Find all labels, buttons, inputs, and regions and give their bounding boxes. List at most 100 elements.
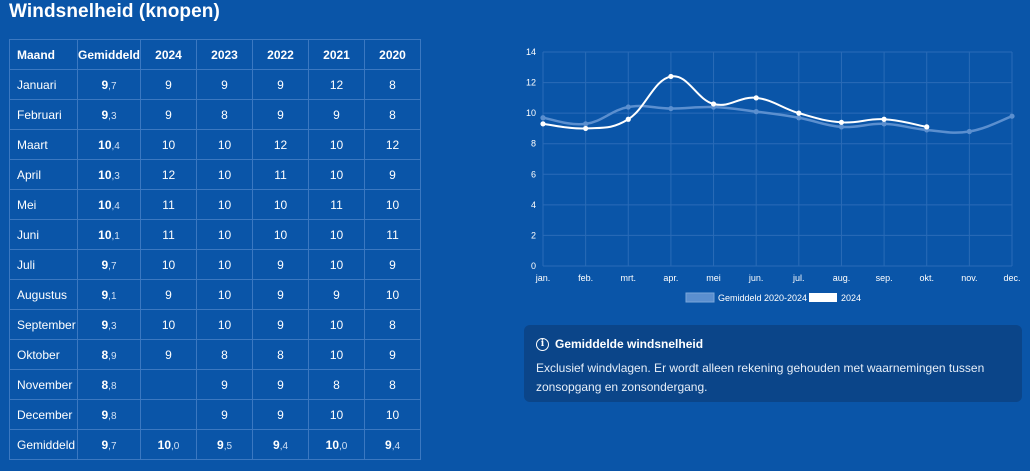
table-header-row: Maand Gemiddeld 2024 2023 2022 2021 2020 (9, 39, 422, 70)
value-cell-2020: 10 (364, 189, 422, 220)
average-cell: 8,9 (76, 339, 142, 370)
column-header-average: Gemiddeld (76, 39, 142, 70)
table-row: Juli 9,7 10 10 9 10 9 (9, 249, 422, 280)
info-title: Gemiddelde windsnelheid (555, 337, 704, 351)
column-header-2024: 2024 (140, 39, 198, 70)
value-cell-2024: 9 (140, 69, 198, 100)
value-cell-2022: 8 (252, 339, 310, 370)
value-cell-2021: 9 (308, 99, 366, 130)
table-row: Februari 9,3 9 8 9 9 8 (9, 99, 422, 130)
data-point-2024 (838, 119, 845, 125)
month-cell: November (9, 369, 78, 400)
data-point-2024 (583, 125, 589, 132)
data-point-2024 (796, 110, 802, 116)
value-cell-2022: 9 (252, 309, 310, 340)
average-cell: 10,4 (76, 189, 142, 220)
value-cell-2021: 10 (308, 159, 366, 190)
y-tick-label: 14 (526, 47, 536, 57)
x-tick-label: apr. (663, 273, 678, 283)
data-point-average (753, 109, 759, 115)
value-cell-2023: 10 (196, 219, 254, 250)
wind-speed-table: Maand Gemiddeld 2024 2023 2022 2021 2020… (9, 39, 422, 460)
value-cell-2020: 8 (364, 99, 422, 130)
value-cell-2021: 9 (308, 279, 366, 310)
footer-2021-cell: 10,0 (308, 429, 366, 460)
value-cell-2023: 10 (196, 249, 254, 280)
data-point-average (796, 115, 802, 121)
average-cell: 10,1 (76, 219, 142, 250)
value-cell-2022: 9 (252, 369, 310, 400)
info-panel: i Gemiddelde windsnelheid Exclusief wind… (524, 325, 1022, 402)
value-cell-2024: 11 (140, 219, 198, 250)
value-cell-2024: 9 (140, 339, 198, 370)
x-tick-label: jul. (792, 273, 805, 283)
value-cell-2021: 10 (308, 129, 366, 160)
footer-2022-cell: 9,4 (252, 429, 310, 460)
table-row: Augustus 9,1 9 10 9 9 10 (9, 279, 422, 310)
data-point-2024 (540, 121, 546, 127)
average-cell: 9,3 (76, 309, 142, 340)
value-cell-2021: 10 (308, 399, 366, 430)
value-cell-2020: 9 (364, 339, 422, 370)
column-header-2021: 2021 (308, 39, 366, 70)
value-cell-2020: 10 (364, 399, 422, 430)
x-tick-label: mrt. (621, 273, 637, 283)
footer-2023-cell: 9,5 (196, 429, 254, 460)
y-tick-label: 10 (526, 108, 536, 118)
value-cell-2020: 10 (364, 279, 422, 310)
value-cell-2023: 10 (196, 129, 254, 160)
x-tick-label: okt. (919, 273, 934, 283)
data-point-average (838, 124, 845, 130)
month-cell: September (9, 309, 78, 340)
table-row: Juni 10,1 11 10 10 10 11 (9, 219, 422, 250)
month-cell: Juli (9, 249, 78, 280)
x-tick-label: jan. (535, 273, 551, 283)
value-cell-2022: 9 (252, 249, 310, 280)
x-tick-label: feb. (578, 273, 593, 283)
data-point-average (668, 105, 674, 112)
legend-label-average: Gemiddeld 2020-2024 (718, 293, 807, 303)
value-cell-2024: 12 (140, 159, 198, 190)
data-point-average (540, 115, 546, 121)
x-tick-label: dec. (1003, 273, 1020, 283)
value-cell-2023: 9 (196, 369, 254, 400)
value-cell-2020: 9 (364, 159, 422, 190)
legend-swatch-average (685, 292, 715, 303)
value-cell-2020: 9 (364, 249, 422, 280)
table-row: Mei 10,4 11 10 10 11 10 (9, 189, 422, 220)
value-cell-2024: 10 (140, 309, 198, 340)
column-header-2023: 2023 (196, 39, 254, 70)
month-cell: April (9, 159, 78, 190)
column-header-month: Maand (9, 39, 78, 70)
y-tick-label: 12 (526, 78, 536, 88)
y-tick-label: 0 (531, 261, 536, 271)
value-cell-2021: 10 (308, 309, 366, 340)
value-cell-2024: 10 (140, 249, 198, 280)
data-point-2024 (668, 73, 674, 80)
value-cell-2022: 9 (252, 99, 310, 130)
info-icon: i (536, 337, 549, 351)
value-cell-2023: 10 (196, 309, 254, 340)
value-cell-2020: 8 (364, 369, 422, 400)
value-cell-2023: 10 (196, 159, 254, 190)
column-header-2020: 2020 (364, 39, 422, 70)
data-point-2024 (753, 95, 759, 101)
x-tick-label: sep. (876, 273, 893, 283)
value-cell-2023: 10 (196, 189, 254, 220)
table-row: September 9,3 10 10 9 10 8 (9, 309, 422, 340)
month-cell: Februari (9, 99, 78, 130)
value-cell-2024 (140, 369, 198, 400)
table-footer-row: Gemiddeld 9,7 10,0 9,5 9,4 10,0 9,4 (9, 429, 422, 460)
footer-2020-cell: 9,4 (364, 429, 422, 460)
table-row: April 10,3 12 10 11 10 9 (9, 159, 422, 190)
value-cell-2023: 9 (196, 399, 254, 430)
info-header: i Gemiddelde windsnelheid (536, 337, 1010, 351)
average-cell: 10,4 (76, 129, 142, 160)
y-tick-label: 4 (531, 200, 536, 210)
footer-2024-cell: 10,0 (140, 429, 198, 460)
value-cell-2020: 12 (364, 129, 422, 160)
value-cell-2022: 9 (252, 399, 310, 430)
value-cell-2023: 8 (196, 339, 254, 370)
value-cell-2022: 9 (252, 279, 310, 310)
table-row: Oktober 8,9 9 8 8 10 9 (9, 339, 422, 370)
